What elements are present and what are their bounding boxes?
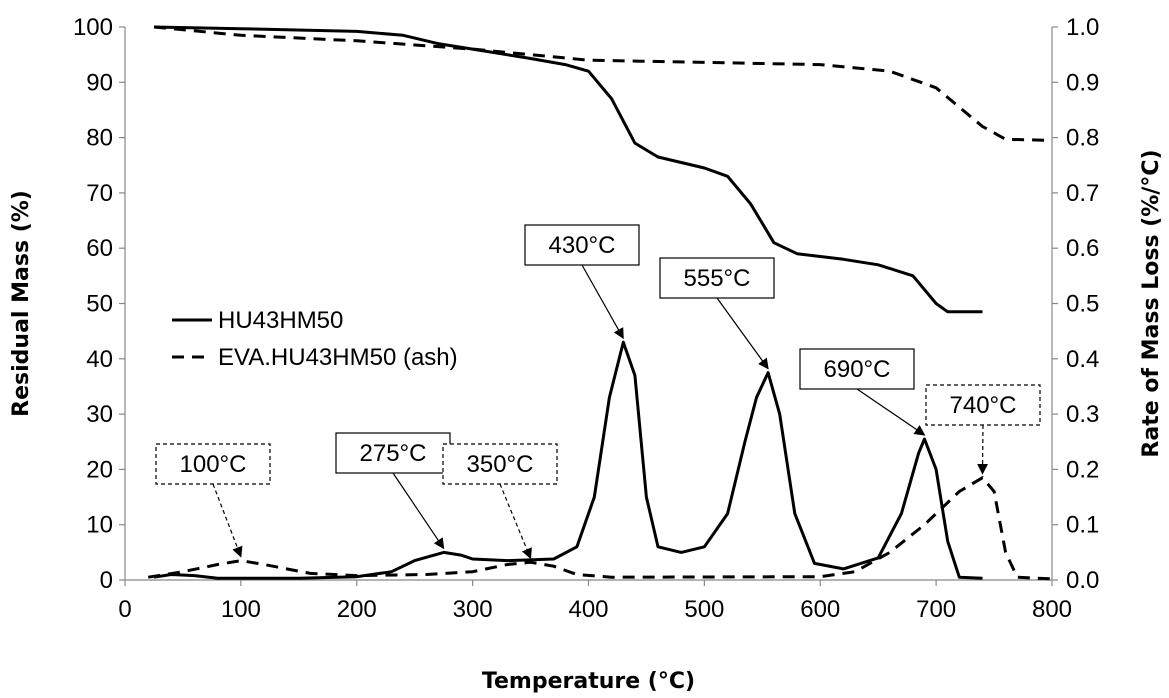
y-tick-label: 80 bbox=[86, 125, 113, 152]
y-tick-label: 50 bbox=[86, 291, 113, 318]
x-tick-label: 700 bbox=[916, 596, 956, 623]
x-tick-label: 800 bbox=[1032, 596, 1072, 623]
y2-tick-label: 0.3 bbox=[1066, 401, 1099, 428]
annotation-callout: 740°C bbox=[925, 384, 1041, 475]
y-tick-label: 40 bbox=[86, 346, 113, 373]
y-axis-title: Residual Mass (%) bbox=[9, 190, 34, 417]
annotation-box bbox=[659, 257, 775, 299]
y2-tick-label: 0.6 bbox=[1066, 235, 1099, 262]
legend: HU43HM50 EVA.HU43HM50 (ash) bbox=[172, 307, 458, 371]
y-tick-label: 30 bbox=[86, 401, 113, 428]
annotation-box bbox=[925, 384, 1041, 426]
annotation-callout: 430°C bbox=[524, 224, 640, 340]
x-axis-title: Temperature (°C) bbox=[482, 669, 695, 694]
axes: 0 100 200 300 400 500 600 700 800 0 10 20 30 40 50 60 70… bbox=[73, 14, 1099, 623]
annotation-label: 690°C bbox=[824, 356, 891, 383]
x-tick-label: 500 bbox=[684, 596, 724, 623]
y2-tick-label: 1.0 bbox=[1066, 14, 1099, 41]
series-2-residual-mass-line bbox=[153, 25, 1053, 142]
annotation-label: 275°C bbox=[360, 440, 427, 467]
annotation-layer: 100°C 275°C 350°C 430°C 555°C 690°C 740°C bbox=[155, 224, 1041, 560]
annotation-callout: 350°C bbox=[442, 443, 558, 560]
x-tick-label: 100 bbox=[221, 596, 261, 623]
annotation-callout: 275°C bbox=[335, 432, 451, 550]
y2-tick-label: 0.5 bbox=[1066, 291, 1099, 318]
annotation-callout: 690°C bbox=[799, 348, 926, 436]
y2-tick-label: 0.7 bbox=[1066, 180, 1099, 207]
annotation-label: 555°C bbox=[684, 265, 751, 292]
y2-tick-label: 0.2 bbox=[1066, 456, 1099, 483]
x-tick-label: 600 bbox=[800, 596, 840, 623]
annotation-label: 740°C bbox=[950, 392, 1017, 419]
y-tick-label: 0 bbox=[100, 567, 113, 594]
y-tick-label: 20 bbox=[86, 456, 113, 483]
y2-tick-label: 0.1 bbox=[1066, 512, 1099, 539]
x-tick-label: 400 bbox=[568, 596, 608, 623]
annotation-label: 350°C bbox=[467, 451, 534, 478]
annotation-box bbox=[799, 348, 915, 390]
y-tick-label: 100 bbox=[73, 14, 113, 41]
legend-label: HU43HM50 bbox=[218, 307, 343, 334]
series-1-mass-loss-rate-line bbox=[153, 340, 983, 580]
legend-label: EVA.HU43HM50 (ash) bbox=[218, 344, 458, 371]
y-tick-label: 70 bbox=[86, 180, 113, 207]
annotation-arrow bbox=[212, 483, 243, 558]
y2-axis-title: Rate of Mass Loss (%/°C) bbox=[1139, 149, 1164, 457]
annotation-arrow bbox=[392, 472, 445, 550]
y-tick-label: 90 bbox=[86, 69, 113, 96]
y-tick-label: 60 bbox=[86, 235, 113, 262]
series-layer bbox=[147, 25, 1053, 581]
y2-tick-label: 0.9 bbox=[1066, 69, 1099, 96]
series-2-mass-loss-rate-line bbox=[147, 476, 1053, 581]
annotation-box bbox=[524, 224, 640, 266]
y2-tick-label: 0.8 bbox=[1066, 125, 1099, 152]
annotation-label: 100°C bbox=[180, 451, 247, 478]
annotation-arrow bbox=[499, 483, 532, 560]
annotation-box bbox=[155, 443, 271, 485]
annotation-arrow bbox=[856, 388, 926, 436]
annotation-callout: 100°C bbox=[155, 443, 271, 558]
y2-tick-label: 0.4 bbox=[1066, 346, 1099, 373]
annotation-callout: 555°C bbox=[659, 257, 775, 370]
annotation-arrow bbox=[977, 424, 988, 475]
x-tick-label: 300 bbox=[453, 596, 493, 623]
annotation-arrow bbox=[581, 264, 624, 340]
y-tick-label: 10 bbox=[86, 512, 113, 539]
annotation-label: 430°C bbox=[549, 232, 616, 259]
y2-tick-label: 0.0 bbox=[1066, 567, 1099, 594]
series-1-residual-mass-line bbox=[153, 25, 983, 314]
x-tick-label: 200 bbox=[337, 596, 377, 623]
x-tick-label: 0 bbox=[118, 596, 131, 623]
annotation-arrow bbox=[716, 297, 769, 370]
